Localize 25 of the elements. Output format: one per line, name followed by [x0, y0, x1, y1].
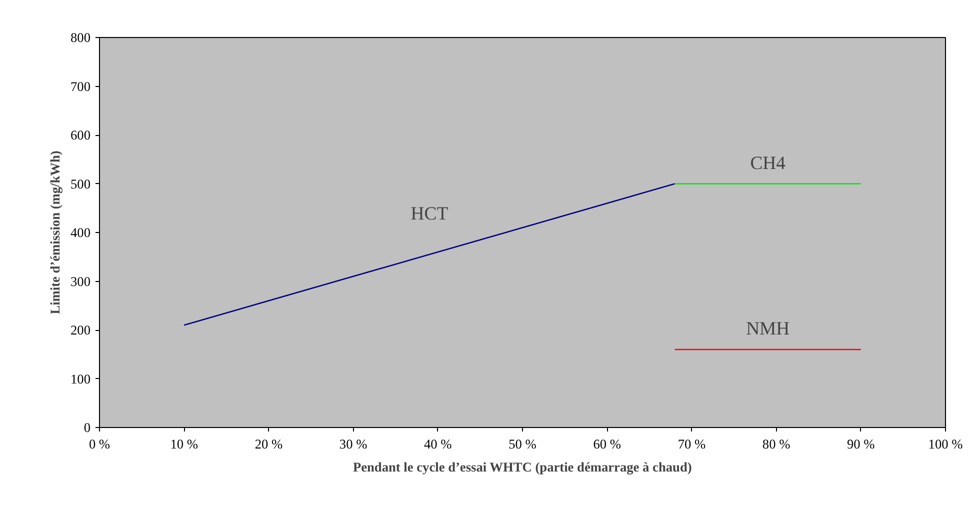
x-tick-label: 10 % — [170, 436, 198, 452]
y-tick-label: 700 — [70, 78, 91, 94]
y-tick-label: 300 — [70, 274, 91, 289]
x-tick-label: 40 % — [424, 436, 452, 452]
y-axis-title: Limite d’émission (mg/kWh) — [48, 150, 63, 314]
series-label: HCT — [410, 203, 449, 224]
x-tick-label: 90 % — [847, 436, 875, 452]
x-tick-label: 0 % — [88, 436, 110, 452]
y-tick-label: 800 — [70, 30, 91, 45]
x-tick-label: 60 % — [593, 436, 621, 452]
x-tick-label: 50 % — [508, 436, 536, 452]
y-tick-label: 100 — [70, 371, 91, 386]
y-tick-label: 500 — [70, 176, 91, 192]
series-label: NMH — [746, 318, 790, 340]
x-axis-title: Pendant le cycle d’essai WHTC (partie démarrage à chaud) — [352, 460, 692, 474]
y-tick-label: 400 — [70, 225, 91, 240]
x-tick-label: 100 % — [928, 436, 963, 452]
series-label: CH4 — [750, 152, 786, 174]
x-tick-label: 20 % — [254, 436, 283, 452]
x-tick-label: 30 % — [339, 436, 368, 452]
y-tick-label: 0 — [84, 420, 91, 435]
y-tick-label: 200 — [70, 322, 91, 338]
x-tick-label: 80 % — [762, 436, 790, 452]
y-tick-label: 600 — [70, 128, 91, 142]
x-tick-label: 70 % — [678, 436, 706, 452]
